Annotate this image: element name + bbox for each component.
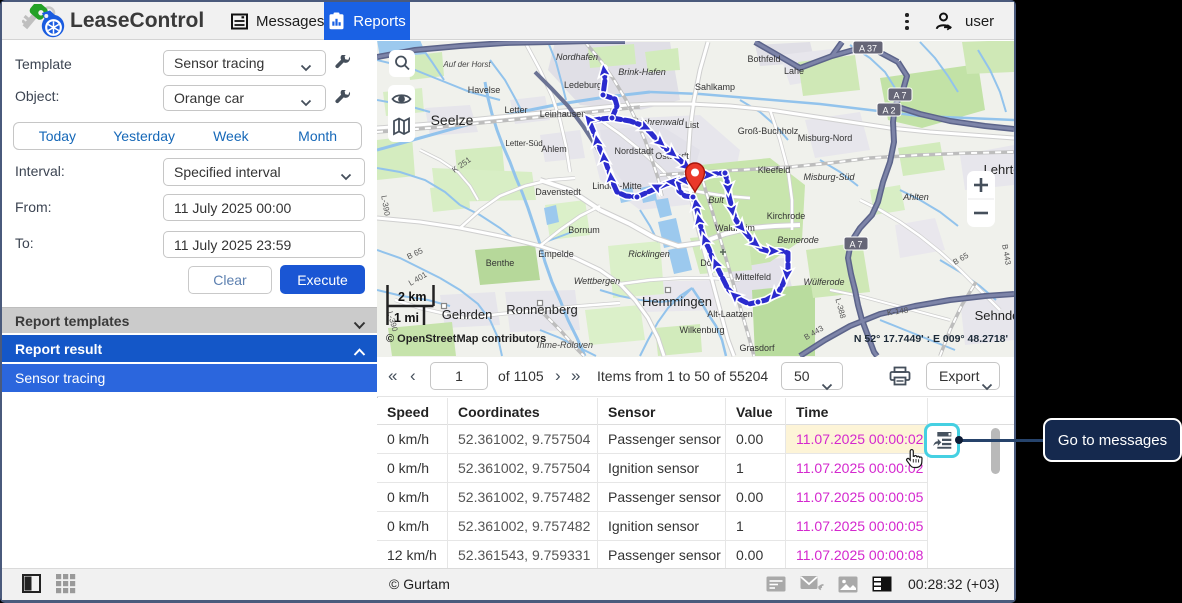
svg-text:Ihme-Roloven: Ihme-Roloven <box>537 340 593 350</box>
svg-text:Gehrden: Gehrden <box>442 307 493 322</box>
svg-text:Davenstedt: Davenstedt <box>535 187 581 197</box>
svg-text:Groß-Buchholz: Groß-Buchholz <box>738 126 799 136</box>
svg-text:Bemerode: Bemerode <box>777 235 819 245</box>
svg-text:© OpenStreetMap contributors: © OpenStreetMap contributors <box>386 333 546 345</box>
svg-text:Ronnenberg: Ronnenberg <box>506 302 578 317</box>
svg-text:Vahrenwald: Vahrenwald <box>636 117 684 127</box>
svg-text:Bornum: Bornum <box>568 225 600 235</box>
svg-text:Döl: Döl <box>700 258 714 268</box>
svg-text:1 mi: 1 mi <box>394 311 419 325</box>
svg-text:Wettbergen: Wettbergen <box>574 276 620 286</box>
svg-text:Misburg-Nord: Misburg-Nord <box>798 133 853 143</box>
svg-text:List: List <box>685 120 700 130</box>
svg-text:Ahlten: Ahlten <box>902 192 929 202</box>
svg-text:Brink-Hafen: Brink-Hafen <box>618 67 666 77</box>
svg-text:Hemmingen: Hemmingen <box>642 294 712 309</box>
svg-text:B 443: B 443 <box>1000 243 1013 266</box>
svg-text:Bothfeld: Bothfeld <box>747 54 780 64</box>
svg-text:K-148: K-148 <box>886 306 909 318</box>
svg-text:Grasdorf: Grasdorf <box>739 343 775 353</box>
svg-text:Kleefeld: Kleefeld <box>758 165 791 175</box>
svg-text:Letter: Letter <box>504 105 527 115</box>
svg-text:Alt-Laatzen: Alt-Laatzen <box>707 309 753 319</box>
svg-text:A 2: A 2 <box>882 106 895 116</box>
svg-text:Auf der Horst: Auf der Horst <box>442 60 491 69</box>
svg-text:Sehnde: Sehnde <box>975 308 1014 323</box>
svg-text:N 52° 17.7449' : E 009° 48.271: N 52° 17.7449' : E 009° 48.2718' <box>854 333 1008 345</box>
svg-text:Wülferode: Wülferode <box>803 277 844 287</box>
svg-text:Leinhausen: Leinhausen <box>540 109 587 119</box>
svg-text:Seelze: Seelze <box>431 112 474 128</box>
svg-text:Wilkenburg: Wilkenburg <box>679 325 724 335</box>
svg-text:Havelse: Havelse <box>468 85 501 95</box>
svg-text:A 37: A 37 <box>859 44 877 54</box>
svg-text:Nordhafen: Nordhafen <box>556 52 598 62</box>
svg-text:Sahlkamp: Sahlkamp <box>695 82 735 92</box>
svg-text:Letter-Süd: Letter-Süd <box>505 139 542 148</box>
svg-text:Nordstadt: Nordstadt <box>614 146 654 156</box>
svg-text:Lahe: Lahe <box>784 66 804 76</box>
svg-text:L-390: L-390 <box>379 195 392 217</box>
svg-text:Mittelfeld: Mittelfeld <box>735 272 771 282</box>
svg-text:Ahlem: Ahlem <box>541 144 567 154</box>
svg-text:Misburg-Süd: Misburg-Süd <box>803 172 855 182</box>
svg-text:Ledeburg: Ledeburg <box>564 80 602 90</box>
svg-text:A 7: A 7 <box>893 91 906 101</box>
svg-text:A 7: A 7 <box>849 240 862 250</box>
svg-text:Bult: Bult <box>708 195 724 205</box>
svg-text:Empelde: Empelde <box>538 249 574 259</box>
svg-text:Ricklingen: Ricklingen <box>628 249 670 259</box>
svg-text:2 km: 2 km <box>398 290 427 304</box>
svg-text:Benthe: Benthe <box>486 258 515 268</box>
svg-text:Kirchrode: Kirchrode <box>767 211 806 221</box>
